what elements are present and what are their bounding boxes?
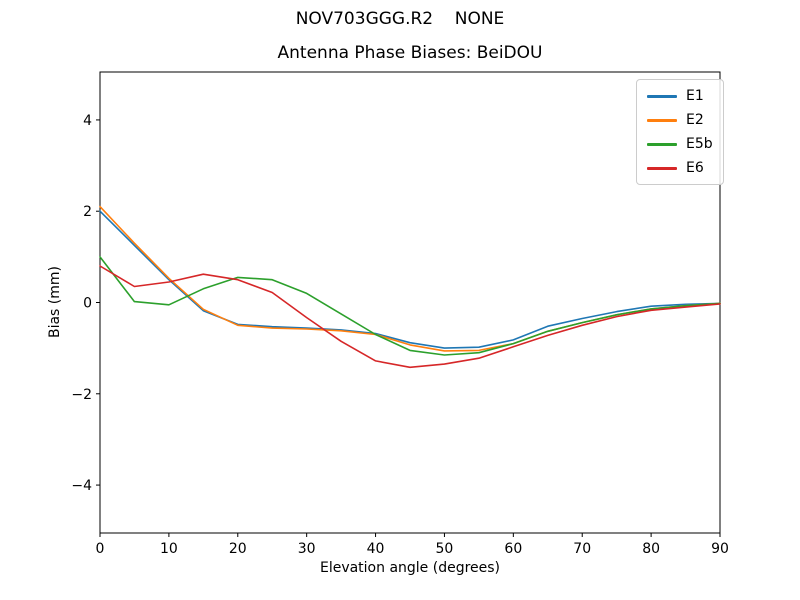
series-line-e5b	[99, 256, 721, 356]
legend-item-e6: E6	[647, 159, 713, 177]
y-tick-label: −2	[71, 387, 92, 403]
legend-label-e1: E1	[686, 88, 704, 104]
legend-label-e6: E6	[686, 160, 704, 176]
x-tick-label: 20	[229, 541, 247, 557]
legend-item-e2: E2	[647, 111, 713, 129]
legend-swatch-e2	[647, 118, 677, 122]
x-tick-label: 50	[436, 541, 454, 557]
x-tick-label: 30	[298, 541, 316, 557]
x-axis-label: Elevation angle (degrees)	[319, 560, 501, 576]
x-tick-label: 60	[504, 541, 522, 557]
x-tick-label: 0	[96, 541, 105, 557]
y-axis-label: Bias (mm)	[47, 265, 63, 339]
x-tick-label: 10	[160, 541, 178, 557]
y-tick-label: 2	[83, 204, 92, 220]
legend-item-e1: E1	[647, 87, 713, 105]
y-tick-label: 0	[83, 296, 92, 312]
legend-swatch-e6	[647, 166, 677, 170]
series-line-e2	[99, 205, 721, 352]
series-line-e6	[99, 265, 721, 369]
y-tick-label: 4	[83, 113, 92, 129]
x-tick-label: 80	[642, 541, 660, 557]
x-tick-label: 70	[573, 541, 591, 557]
legend-item-e5b: E5b	[647, 135, 713, 153]
legend-label-e5b: E5b	[686, 136, 713, 152]
chart-title: Antenna Phase Biases: BeiDOU	[277, 43, 543, 63]
y-tick-label: −4	[71, 478, 92, 494]
series-line-e1	[99, 210, 721, 349]
x-tick-label: 40	[367, 541, 385, 557]
x-tick-label: 90	[711, 541, 729, 557]
legend-swatch-e5b	[647, 142, 677, 146]
legend-label-e2: E2	[686, 112, 704, 128]
plot-frame	[99, 71, 721, 534]
legend-swatch-e1	[647, 94, 677, 98]
figure-suptitle: NOV703GGG.R2 NONE	[295, 9, 505, 29]
legend: E1 E2 E5b E6	[636, 79, 724, 185]
